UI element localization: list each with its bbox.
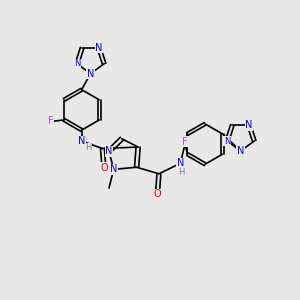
- Text: N: N: [105, 146, 113, 157]
- Text: N: N: [74, 59, 80, 68]
- Text: H: H: [178, 168, 185, 177]
- Text: O: O: [100, 163, 108, 173]
- Text: H: H: [85, 143, 92, 152]
- Text: N: N: [110, 164, 117, 174]
- Text: N: N: [95, 43, 103, 53]
- Text: N: N: [87, 69, 94, 79]
- Text: N: N: [237, 146, 244, 156]
- Text: F: F: [182, 137, 187, 147]
- Text: N: N: [245, 120, 253, 130]
- Text: O: O: [154, 189, 161, 199]
- Text: F: F: [48, 116, 54, 127]
- Text: N: N: [224, 136, 230, 146]
- Text: N: N: [78, 136, 85, 146]
- Text: N: N: [177, 158, 184, 168]
